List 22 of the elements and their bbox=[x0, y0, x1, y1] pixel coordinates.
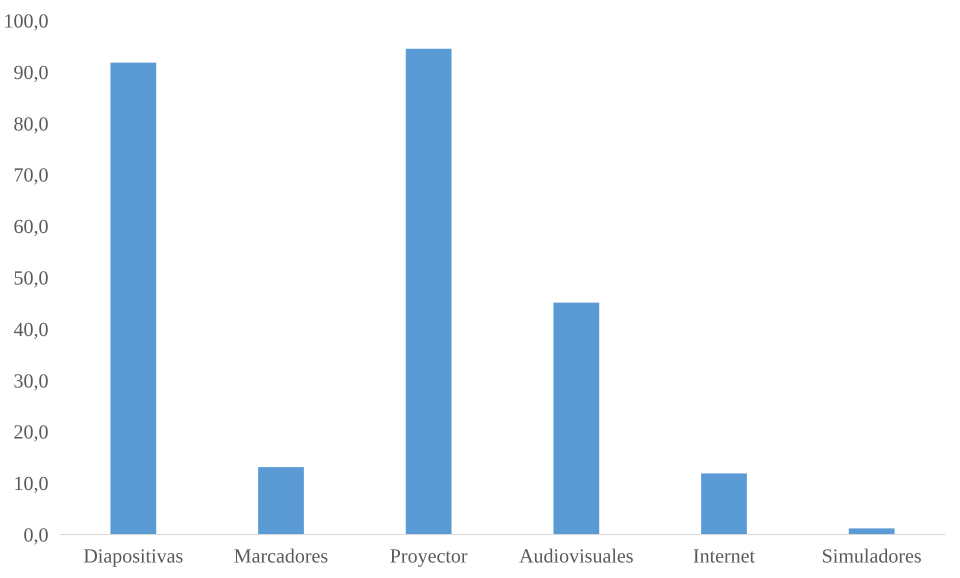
y-tick-label: 10,0 bbox=[14, 473, 48, 496]
y-tick-label: 50,0 bbox=[14, 268, 48, 290]
x-tick-label: Simuladores bbox=[822, 546, 922, 568]
y-tick-label: 90,0 bbox=[14, 62, 48, 84]
y-tick-label: 30,0 bbox=[14, 370, 48, 392]
y-tick-label: 40,0 bbox=[14, 318, 48, 341]
bar bbox=[553, 302, 600, 534]
y-tick-label: 60,0 bbox=[14, 216, 48, 238]
x-tick-label: Audiovisuales bbox=[519, 546, 634, 568]
x-tick-label: Marcadores bbox=[234, 546, 328, 568]
x-tick-label: Proyector bbox=[390, 546, 468, 568]
y-tick-label: 80,0 bbox=[14, 113, 48, 136]
y-tick-label: 70,0 bbox=[14, 164, 48, 187]
y-tick-label: 0,0 bbox=[24, 524, 48, 546]
y-tick-label: 20,0 bbox=[14, 422, 48, 444]
x-tick-label: Diapositivas bbox=[83, 546, 184, 568]
bar bbox=[110, 62, 156, 534]
x-tick-label: Internet bbox=[692, 546, 756, 568]
bar bbox=[701, 473, 747, 534]
bar bbox=[258, 467, 304, 534]
y-tick-label: 100,0 bbox=[4, 10, 48, 32]
bar bbox=[406, 48, 452, 534]
